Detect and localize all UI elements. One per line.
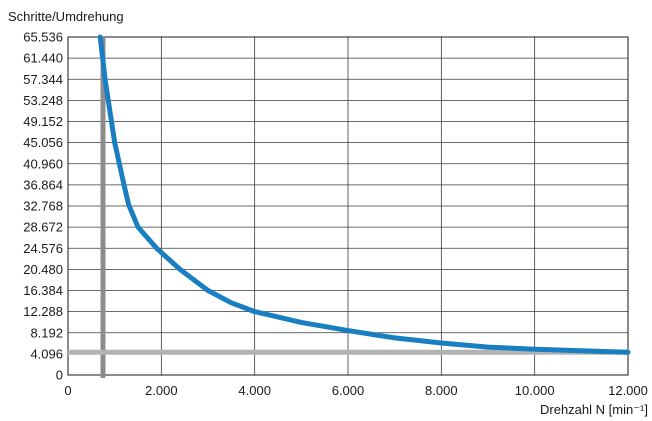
y-tick-label: 20.480 [23,262,63,277]
y-tick-label: 16.384 [23,283,63,298]
y-tick-label: 32.768 [23,199,63,214]
y-tick-label: 36.864 [23,177,63,192]
y-tick-label: 65.536 [23,30,63,45]
y-tick-label: 4.096 [30,346,63,361]
y-tick-label: 53.248 [23,93,63,108]
reference-lines [68,37,628,378]
grid [67,36,629,376]
x-tick-label: 12.000 [608,383,648,398]
y-tick-label: 12.288 [23,304,63,319]
y-tick-label: 45.056 [23,135,63,150]
series-line [97,34,631,355]
x-tick-label: 10.000 [515,383,555,398]
y-tick-labels: 0 4.096 8.192 12.288 16.384 20.480 24.576 28.67… [23,30,63,383]
y-tick-label: 0 [56,368,63,383]
series [97,34,631,355]
x-tick-label: 4.000 [238,383,271,398]
y-tick-label: 49.152 [23,114,63,129]
x-axis-label: Drehzahl N [min⁻¹] [540,402,648,417]
y-tick-label: 24.576 [23,241,63,256]
y-tick-label: 57.344 [23,72,63,87]
y-axis-label: Schritte/Umdrehung [8,9,124,24]
x-tick-label: 8.000 [425,383,458,398]
plot-frame [67,36,629,376]
axes [67,36,629,376]
x-tick-labels: 0 2.000 4.000 6.000 8.000 10.000 12.000 [64,383,648,398]
x-tick-label: 2.000 [145,383,178,398]
x-tick-label: 6.000 [332,383,365,398]
y-tick-label: 40.960 [23,156,63,171]
y-tick-label: 28.672 [23,220,63,235]
y-tick-label: 61.440 [23,51,63,66]
y-tick-label: 8.192 [30,325,63,340]
x-tick-label: 0 [64,383,71,398]
